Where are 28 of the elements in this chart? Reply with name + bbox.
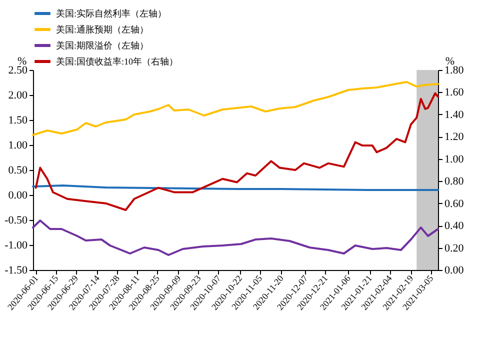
- line-series: [34, 92, 439, 211]
- y-tick-label: 0.00: [8, 190, 28, 202]
- y2-tick-label: 1.00: [444, 153, 464, 166]
- y2-tick-label: 1.40: [444, 108, 464, 121]
- y-tick-label: -1.00: [4, 240, 28, 252]
- y2-tick-label: 0.60: [444, 198, 464, 210]
- y2-tick-label: 1.80: [444, 64, 464, 76]
- y2-axis-title: %: [445, 56, 454, 68]
- y-tick-label: 0.50: [8, 164, 28, 176]
- y-tick-label: 1.00: [8, 140, 28, 152]
- legend-label: 美国:期限溢价（左轴）: [56, 40, 149, 50]
- legend-label: 美国:国债收益率:10年（右轴）: [56, 56, 178, 66]
- y-tick-label: -1.50: [4, 264, 28, 276]
- y-tick-label: 1.50: [8, 114, 28, 126]
- y-tick-label: 2.50: [8, 64, 28, 76]
- y-tick-label: 2.00: [8, 90, 28, 102]
- y2-tick-label: 1.20: [444, 131, 464, 144]
- y-axis-title: %: [18, 56, 27, 68]
- y2-tick-label: 0.40: [444, 220, 464, 232]
- y-tick-label: -0.50: [4, 214, 28, 226]
- y2-tick-label: 1.60: [444, 86, 464, 99]
- y2-tick-label: 0.20: [444, 242, 464, 254]
- line-series: [32, 81, 439, 136]
- legend-label: 美国:通胀预期（左轴）: [56, 24, 149, 34]
- y2-tick-label: 0.00: [444, 264, 464, 276]
- y2-tick-label: 0.80: [444, 176, 464, 188]
- line-series: [32, 220, 439, 256]
- legend-label: 美国:实际自然利率（左轴）: [56, 8, 167, 18]
